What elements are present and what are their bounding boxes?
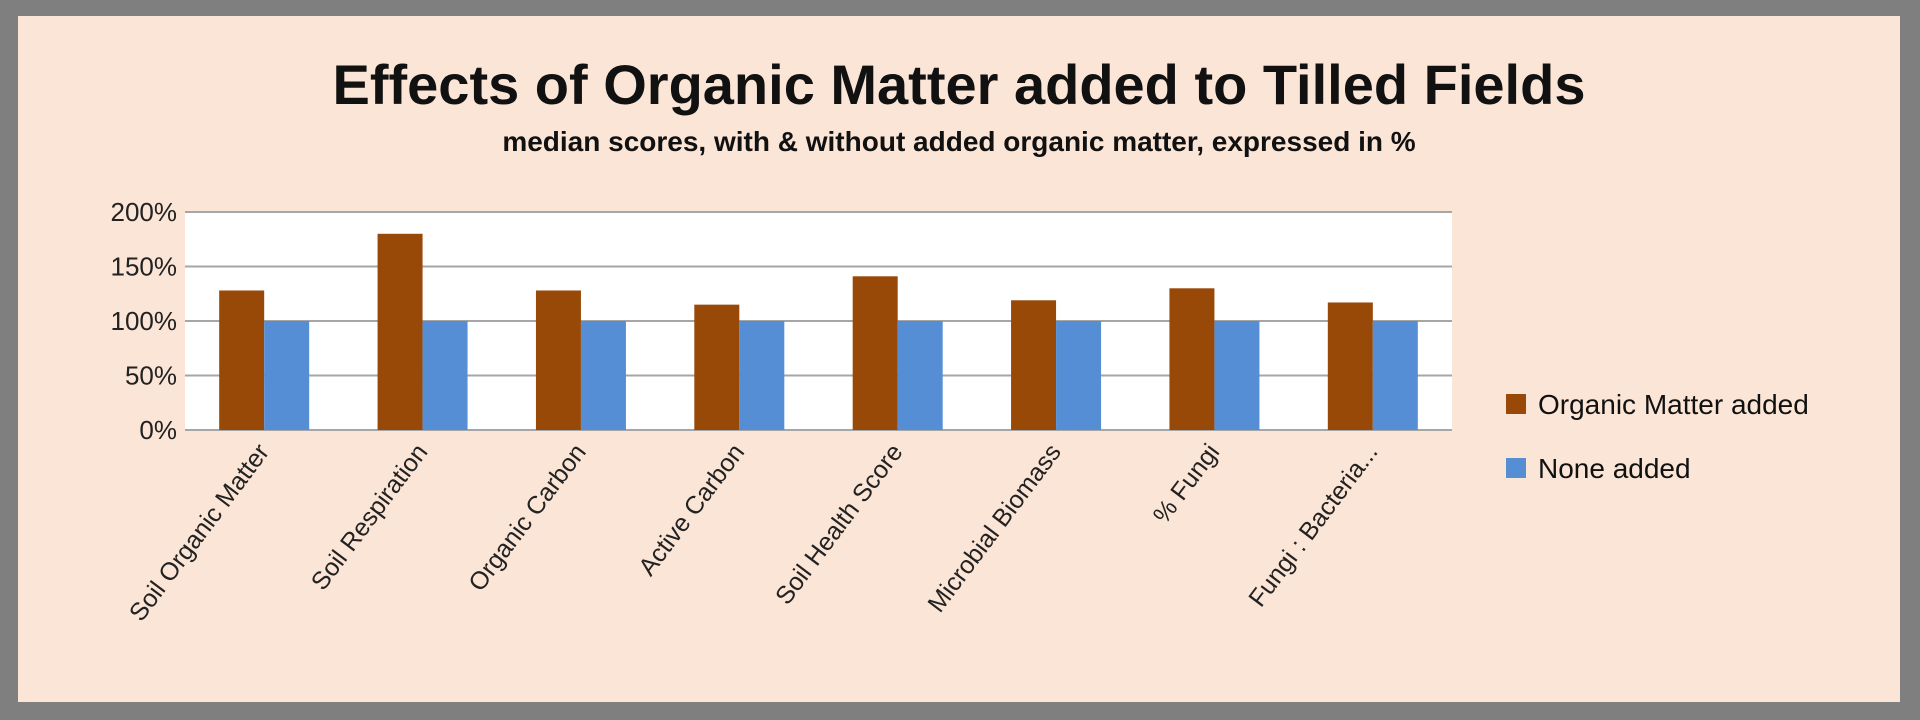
y-tick-label: 0% xyxy=(139,415,177,445)
y-tick-label: 150% xyxy=(111,252,178,282)
bar-organic-matter-added xyxy=(694,304,740,430)
x-category-label: Soil Health Score xyxy=(770,439,909,610)
bar-organic-matter-added xyxy=(1327,302,1373,430)
bar-organic-matter-added xyxy=(219,290,265,430)
bar-none-added xyxy=(897,321,943,430)
legend: Organic Matter added None added xyxy=(1506,389,1809,484)
bar-organic-matter-added xyxy=(1011,300,1057,430)
x-category-label: Fungi : Bacteria... xyxy=(1243,439,1383,612)
bar-none-added xyxy=(1214,321,1260,430)
x-category-label: Active Carbon xyxy=(633,439,750,581)
bar-organic-matter-added xyxy=(535,290,581,430)
bar-none-added xyxy=(580,321,626,430)
bar-organic-matter-added xyxy=(852,276,898,430)
legend-swatch xyxy=(1506,458,1526,478)
bar-none-added xyxy=(739,321,785,430)
y-tick-label: 50% xyxy=(125,361,177,391)
bars xyxy=(219,233,1418,430)
legend-label: None added xyxy=(1538,453,1691,484)
legend-label: Organic Matter added xyxy=(1538,389,1809,420)
bar-none-added xyxy=(1372,321,1418,430)
x-category-label: Soil Respiration xyxy=(306,439,434,596)
chart-title: Effects of Organic Matter added to Tille… xyxy=(332,53,1586,116)
bar-none-added xyxy=(1056,321,1102,430)
x-category-label: Soil Organic Matter xyxy=(124,439,275,627)
x-category-label: Microbial Biomass xyxy=(922,439,1066,618)
x-category-label: Organic Carbon xyxy=(463,439,592,597)
legend-swatch xyxy=(1506,394,1526,414)
chart-panel: Effects of Organic Matter added to Tille… xyxy=(18,16,1900,702)
x-category-label: % Fungi xyxy=(1148,439,1226,529)
bar-chart: 0%50%100%150%200% Soil Organic Matter Soi… xyxy=(111,197,1809,627)
bar-none-added xyxy=(264,321,310,430)
bar-none-added xyxy=(422,321,468,430)
bar-organic-matter-added xyxy=(1169,288,1215,430)
y-tick-label: 200% xyxy=(111,197,178,227)
x-axis-categories: Soil Organic Matter Soil Respiration Organ… xyxy=(124,439,1384,627)
y-tick-label: 100% xyxy=(111,306,178,336)
bar-organic-matter-added xyxy=(377,233,423,430)
y-axis-ticks: 0% 50% 100% 150% 200% xyxy=(111,197,178,445)
chart-subtitle: median scores, with & without added orga… xyxy=(502,126,1416,157)
